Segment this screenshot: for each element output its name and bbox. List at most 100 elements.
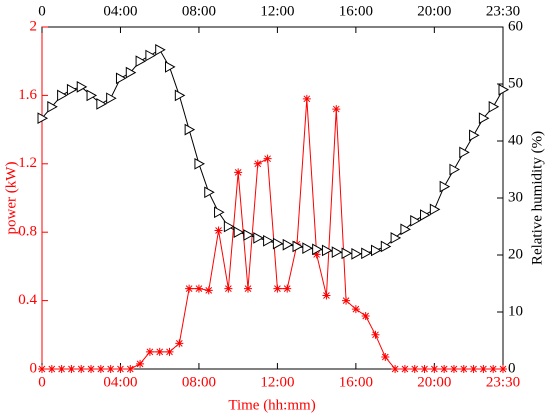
star-marker (243, 284, 252, 293)
y2-axis-label: Relative humidity (%) (529, 131, 545, 265)
x-tick-label-top: 0 (38, 3, 46, 19)
star-marker (469, 365, 478, 373)
star-marker (283, 284, 292, 293)
triangle-marker (155, 43, 166, 56)
triangle-marker (302, 242, 313, 255)
triangle-marker (390, 232, 402, 244)
triangle-marker (498, 83, 510, 96)
triangle-marker (341, 247, 353, 260)
star-marker (430, 365, 439, 373)
triangle-marker (37, 112, 49, 125)
star-marker (77, 365, 86, 373)
triangle-marker (312, 243, 323, 256)
triangle-marker (331, 246, 343, 258)
x-tick-label-top: 23:30 (486, 3, 520, 19)
star-marker (400, 365, 409, 373)
x-tick-label: 12:00 (260, 374, 294, 390)
y-tick-label: 1.2 (18, 155, 37, 171)
star-marker (489, 365, 498, 373)
triangle-marker (429, 203, 441, 216)
triangle-marker (449, 163, 460, 176)
star-marker (263, 154, 272, 163)
triangle-marker (57, 89, 68, 102)
triangle-marker (469, 129, 480, 142)
x-tick-label: 08:00 (182, 374, 216, 390)
star-marker (96, 365, 105, 373)
x-tick-label: 23:30 (486, 374, 520, 390)
star-marker (175, 339, 184, 348)
y2-tick-label: 20 (508, 246, 523, 262)
star-marker (332, 105, 341, 114)
triangle-marker (439, 180, 451, 193)
triangle-marker (145, 49, 156, 62)
y2-tick-label: 40 (508, 132, 523, 148)
star-marker (136, 359, 145, 368)
y-tick-label: 2 (30, 18, 38, 34)
star-marker (116, 365, 125, 373)
star-marker (499, 365, 507, 373)
star-marker (47, 365, 56, 373)
x-tick-label: 20:00 (417, 374, 451, 390)
star-marker (185, 284, 194, 293)
star-marker (371, 330, 380, 339)
star-marker (322, 291, 331, 300)
triangle-marker (86, 89, 98, 102)
star-marker (459, 365, 468, 373)
y-tick-label: 0.4 (18, 292, 37, 308)
star-marker (449, 365, 458, 373)
star-marker (38, 365, 46, 373)
star-marker (214, 226, 223, 235)
triangle-marker (282, 238, 294, 251)
y2-tick-label: 30 (508, 189, 523, 205)
y-axis-label: power (kW) (3, 162, 19, 235)
star-marker (67, 365, 76, 373)
x-tick-label-top: 12:00 (260, 3, 294, 19)
triangle-marker (223, 220, 235, 233)
x-tick-label-top: 04:00 (103, 3, 137, 19)
triangle-marker (243, 229, 255, 241)
star-marker (165, 347, 174, 356)
triangle-marker (96, 98, 107, 110)
triangle-marker (361, 247, 372, 260)
plot-frame (41, 26, 504, 370)
triangle-marker (380, 240, 392, 253)
triangle-marker (370, 244, 382, 257)
y-tick-label: 0 (30, 360, 38, 376)
triangle-marker (478, 112, 490, 125)
triangle-marker (488, 100, 500, 113)
triangle-marker (351, 248, 362, 260)
triangle-marker (106, 92, 117, 105)
x-axis-label: Time (hh:mm) (228, 397, 315, 413)
star-marker (440, 365, 449, 373)
triangle-marker (125, 66, 137, 79)
triangle-marker (292, 240, 304, 253)
star-marker (410, 365, 419, 373)
star-marker (342, 296, 351, 305)
triangle-marker (263, 234, 274, 247)
triangle-marker (420, 209, 431, 221)
star-marker (479, 365, 488, 373)
star-marker (312, 250, 321, 259)
triangle-marker (400, 223, 411, 236)
triangle-marker (233, 226, 245, 239)
star-marker (126, 365, 135, 373)
x-tick-label: 04:00 (103, 374, 137, 390)
y-tick-label: 1.6 (18, 87, 37, 103)
star-marker (273, 284, 282, 293)
triangle-marker (115, 72, 127, 85)
star-marker (224, 284, 233, 293)
triangle-marker (135, 55, 147, 68)
star-marker (234, 168, 243, 177)
star-marker (361, 311, 370, 320)
x-tick-label-top: 20:00 (417, 3, 451, 19)
triangle-marker (214, 206, 225, 219)
triangle-marker (194, 157, 205, 170)
star-marker (155, 347, 164, 356)
star-marker (391, 365, 400, 373)
y2-tick-label: 10 (508, 303, 523, 319)
triangle-marker (410, 214, 421, 227)
star-marker (87, 365, 96, 373)
triangle-marker (272, 237, 284, 250)
series-line (42, 98, 503, 370)
